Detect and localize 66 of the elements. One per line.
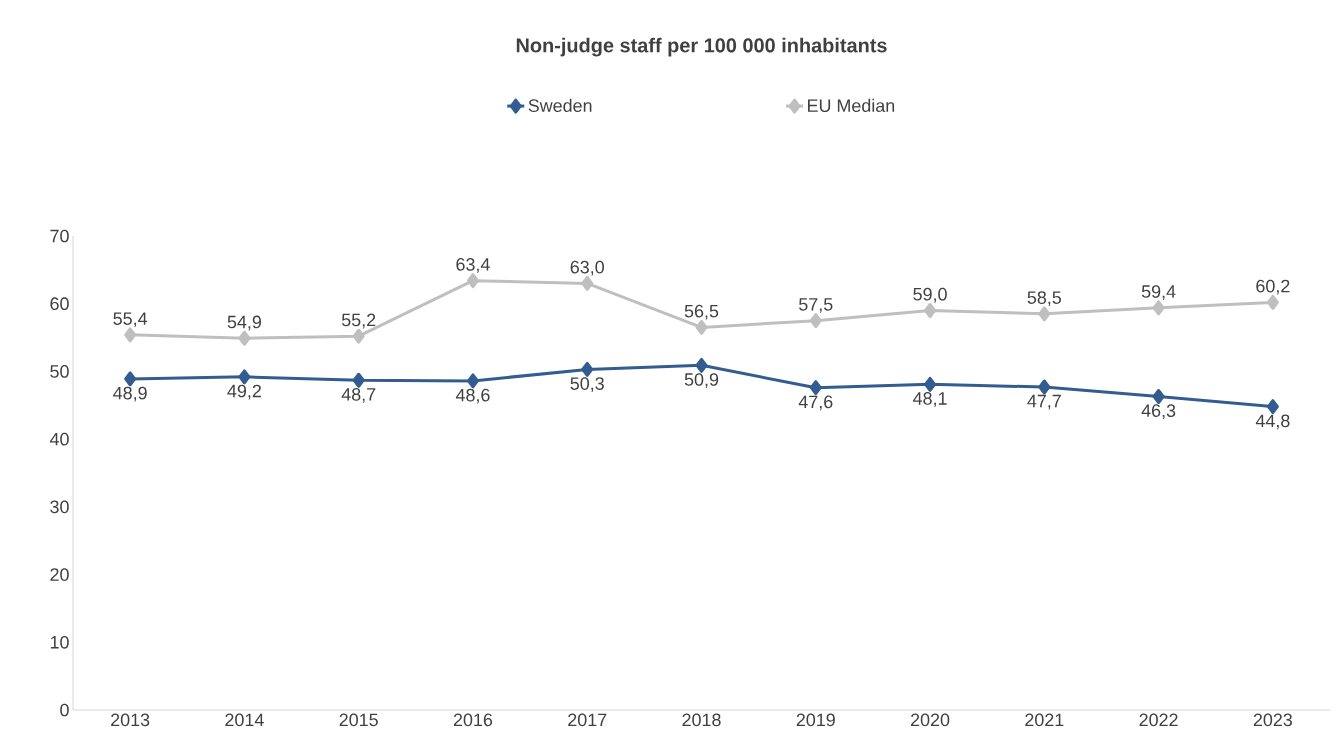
point — [581, 361, 594, 377]
point — [924, 376, 937, 392]
point — [352, 328, 365, 344]
point — [1152, 300, 1165, 316]
point — [1038, 306, 1051, 322]
point — [1266, 399, 1279, 415]
data-label: 48,7 — [341, 388, 376, 403]
point — [924, 302, 937, 318]
data-label: 46,3 — [1141, 404, 1176, 420]
point — [466, 273, 479, 289]
y-tick-label: 30 — [50, 500, 69, 514]
point — [352, 372, 365, 388]
data-label: 48,6 — [455, 388, 490, 404]
y-tick-label: 70 — [50, 229, 69, 243]
data-label: 50,3 — [570, 377, 604, 393]
legend-label: EU Median — [808, 98, 895, 112]
data-label: 55,4 — [113, 312, 148, 328]
data-label: 56,5 — [684, 304, 719, 320]
y-tick-label: 60 — [50, 297, 69, 311]
data-label: 59,0 — [913, 287, 947, 303]
point — [238, 330, 251, 346]
data-label: 55,2 — [341, 313, 376, 329]
point — [809, 313, 822, 329]
data-label: 57,5 — [799, 298, 833, 313]
x-tick-label: 2021 — [1025, 713, 1064, 727]
y-tick-label: 10 — [50, 635, 69, 649]
x-tick-label: 2019 — [796, 713, 835, 727]
x-tick-label: 2014 — [225, 713, 264, 727]
data-label: 58,5 — [1027, 291, 1062, 307]
point — [695, 357, 708, 373]
point — [695, 319, 708, 335]
x-tick-label: 2016 — [453, 713, 493, 727]
data-label: 54,9 — [227, 315, 262, 331]
x-tick-label: 2020 — [911, 713, 950, 727]
point — [1152, 388, 1165, 404]
legend-label: Sweden — [528, 98, 592, 112]
x-tick-label: 2015 — [339, 713, 378, 727]
y-tick-label: 20 — [50, 568, 69, 581]
data-label: 63,4 — [456, 258, 490, 273]
x-tick-label: 2013 — [111, 713, 150, 727]
x-tick-label: 2017 — [568, 713, 607, 727]
point — [581, 275, 594, 291]
point — [1266, 294, 1279, 310]
point — [238, 369, 251, 385]
data-label: 59,4 — [1141, 285, 1176, 300]
point — [1038, 379, 1051, 395]
x-tick-label: 2018 — [682, 713, 721, 727]
data-label: 49,2 — [227, 384, 261, 400]
data-label: 60,2 — [1256, 279, 1290, 295]
y-tick-label: 50 — [50, 365, 69, 378]
data-label: 48,1 — [913, 392, 947, 407]
point — [809, 380, 822, 396]
y-tick-label: 0 — [60, 703, 69, 717]
data-label: 47,7 — [1027, 394, 1061, 410]
data-label: 48,9 — [113, 386, 147, 402]
y-tick-label: 40 — [49, 432, 69, 446]
data-label: 44,8 — [1255, 414, 1290, 430]
x-tick-label: 2022 — [1139, 713, 1178, 727]
x-tick-label: 2023 — [1253, 713, 1293, 727]
data-label: 63,0 — [570, 260, 604, 276]
point — [124, 371, 137, 387]
data-label: 47,6 — [798, 395, 833, 411]
point — [466, 373, 479, 389]
chart-title: Non-judge staff per 100 000 inhabitants — [516, 37, 887, 57]
point — [124, 327, 137, 343]
data-label: 50,9 — [684, 373, 719, 388]
